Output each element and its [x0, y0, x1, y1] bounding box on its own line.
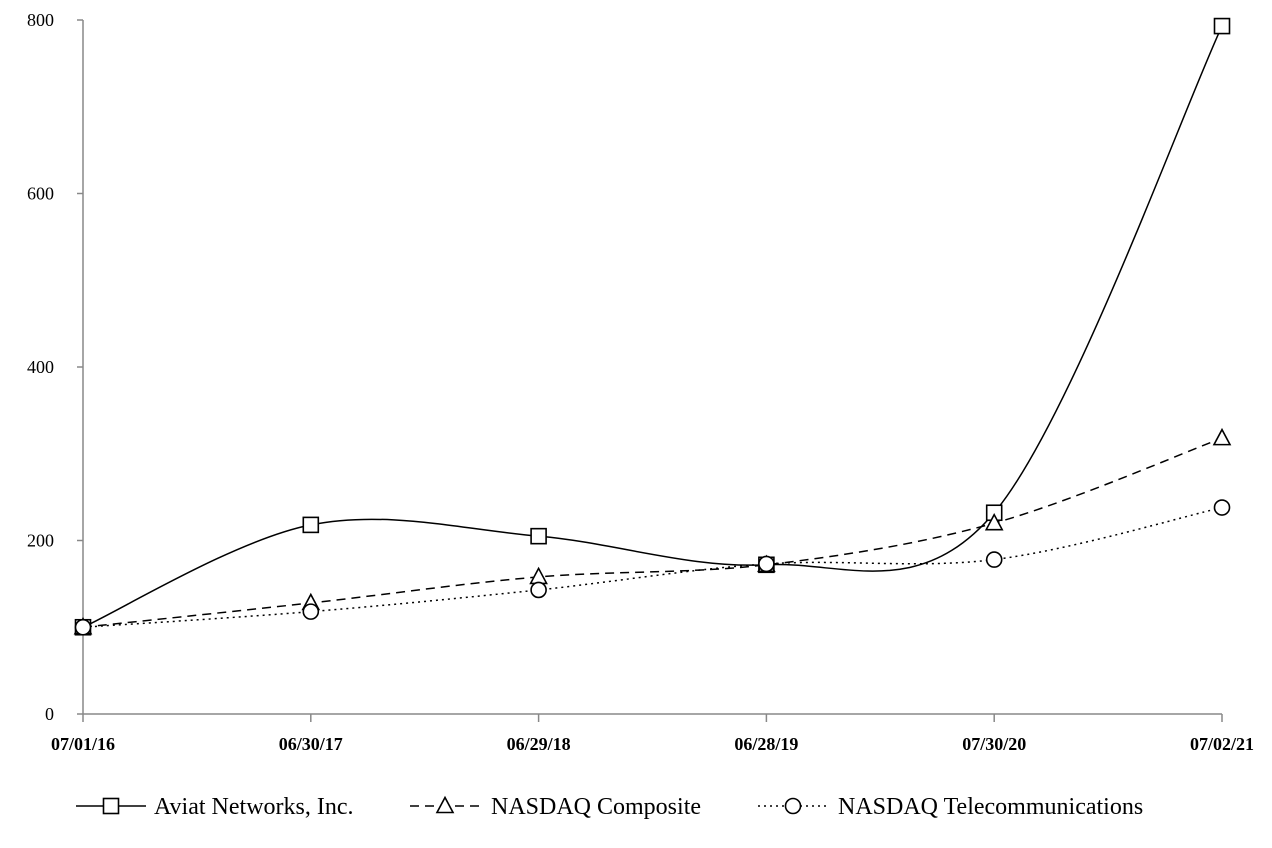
x-tick-label: 07/30/20 — [962, 734, 1026, 754]
legend-marker-aviat-networks-inc — [102, 797, 120, 815]
x-tick-label: 07/01/16 — [51, 734, 115, 754]
data-point-nasdaq-telecommunications — [758, 555, 775, 573]
data-point-nasdaq-telecommunications — [74, 618, 92, 636]
legend-marker-nasdaq-composite — [435, 795, 455, 814]
y-tick-label: 400 — [27, 357, 54, 377]
legend: Aviat Networks, Inc. NASDAQ Composite NASD… — [76, 794, 1143, 820]
data-point-aviat-networks-inc — [302, 516, 320, 534]
data-point-nasdaq-telecommunications — [530, 581, 547, 599]
data-point-nasdaq-composite — [984, 512, 1004, 531]
legend-item-aviat-networks-inc: Aviat Networks, Inc. — [76, 794, 354, 820]
data-point-nasdaq-telecommunications — [985, 551, 1003, 568]
y-tick-label: 800 — [27, 10, 54, 30]
legend-item-nasdaq-telecommunications: NASDAQ Telecommunications — [758, 794, 1143, 820]
series-line-nasdaq-composite — [82, 437, 1223, 628]
y-ticks: 0 200 400 600 800 — [27, 10, 83, 724]
x-tick-label: 06/28/19 — [734, 734, 798, 754]
legend-label-nasdaq-composite: NASDAQ Composite — [491, 794, 701, 820]
legend-label-aviat-networks-inc: Aviat Networks, Inc. — [154, 794, 354, 820]
y-tick-label: 200 — [27, 531, 54, 551]
series-line-aviat-networks-inc — [82, 25, 1223, 628]
data-point-nasdaq-composite — [529, 566, 548, 585]
legend-label-nasdaq-telecommunications: NASDAQ Telecommunications — [838, 794, 1143, 820]
y-tick-label: 0 — [45, 704, 54, 724]
data-point-aviat-networks-inc — [1213, 17, 1231, 35]
legend-marker-nasdaq-telecommunications — [784, 797, 802, 815]
data-point-nasdaq-telecommunications — [1213, 499, 1231, 516]
series-markers — [73, 17, 1232, 636]
x-ticks: 07/01/16 06/30/17 06/29/18 06/28/19 07/30/20… — [51, 714, 1254, 754]
series-line-nasdaq-telecommunications — [82, 506, 1223, 628]
x-tick-label: 06/30/17 — [279, 734, 343, 754]
data-point-aviat-networks-inc — [530, 527, 547, 545]
legend-item-nasdaq-composite: NASDAQ Composite — [410, 794, 701, 820]
data-point-nasdaq-telecommunications — [302, 603, 320, 620]
x-tick-label: 06/29/18 — [507, 734, 571, 754]
series-lines — [82, 25, 1223, 628]
x-tick-label: 07/02/21 — [1190, 734, 1254, 754]
y-tick-label: 600 — [27, 184, 54, 204]
data-point-nasdaq-composite — [1212, 427, 1232, 446]
